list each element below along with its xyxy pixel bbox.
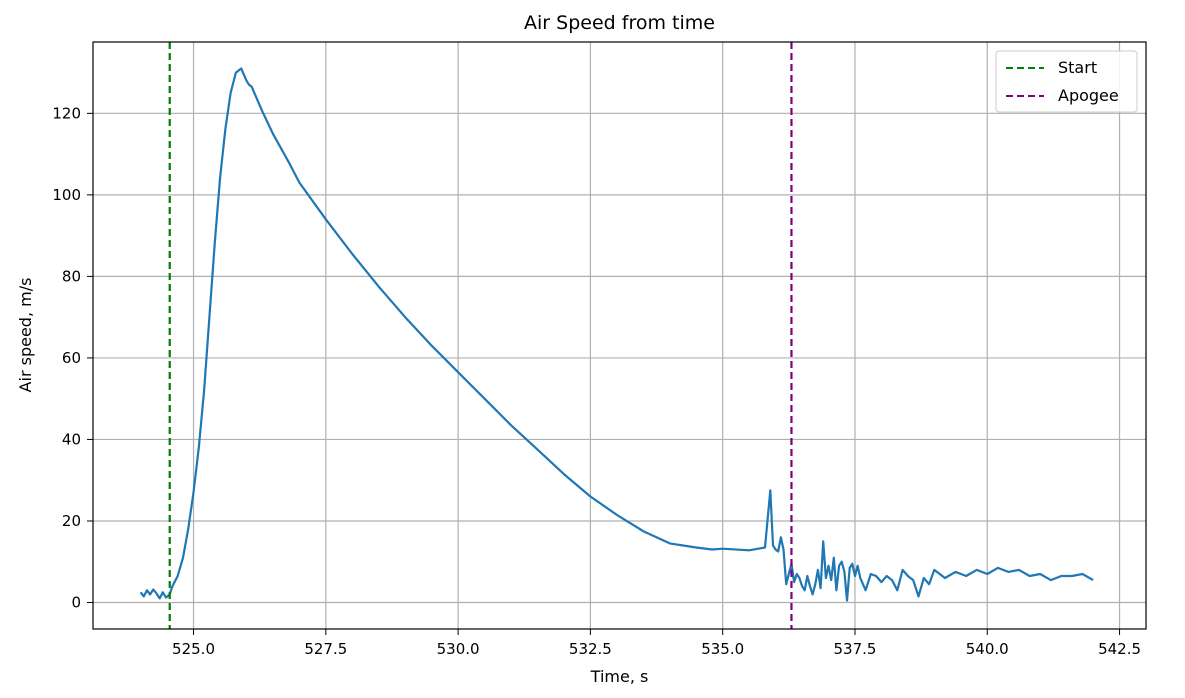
- x-axis-label: Time, s: [590, 667, 649, 686]
- plot-lines: [139, 42, 1094, 629]
- x-tick-label: 525.0: [172, 640, 215, 658]
- chart-title: Air Speed from time: [524, 12, 715, 34]
- y-axis-ticks: 0 20 40 60 80 100 120: [52, 104, 93, 612]
- x-tick-label: 542.5: [1098, 640, 1141, 658]
- legend-label-start: Start: [1058, 58, 1097, 77]
- legend-label-apogee: Apogee: [1058, 86, 1119, 105]
- y-tick-label: 20: [62, 512, 81, 530]
- x-tick-label: 530.0: [437, 640, 480, 658]
- y-tick-label: 0: [71, 594, 81, 612]
- grid: [93, 42, 1146, 629]
- legend: Start Apogee: [995, 50, 1138, 113]
- x-tick-label: 527.5: [304, 640, 347, 658]
- x-tick-label: 535.0: [701, 640, 744, 658]
- x-tick-label: 532.5: [569, 640, 612, 658]
- x-tick-label: 540.0: [966, 640, 1009, 658]
- air-speed-series-line: [139, 67, 1094, 602]
- y-tick-label: 80: [62, 267, 81, 285]
- x-axis-ticks: 525.0 527.5 530.0 532.5 535.0 537.5 540.0 542.5: [172, 629, 1141, 658]
- y-tick-label: 40: [62, 430, 81, 448]
- y-tick-label: 60: [62, 349, 81, 367]
- y-tick-label: 120: [52, 104, 81, 122]
- y-tick-label: 100: [52, 186, 81, 204]
- plot-frame: [92, 41, 1147, 630]
- x-tick-label: 537.5: [833, 640, 876, 658]
- y-axis-label: Air speed, m/s: [16, 278, 35, 393]
